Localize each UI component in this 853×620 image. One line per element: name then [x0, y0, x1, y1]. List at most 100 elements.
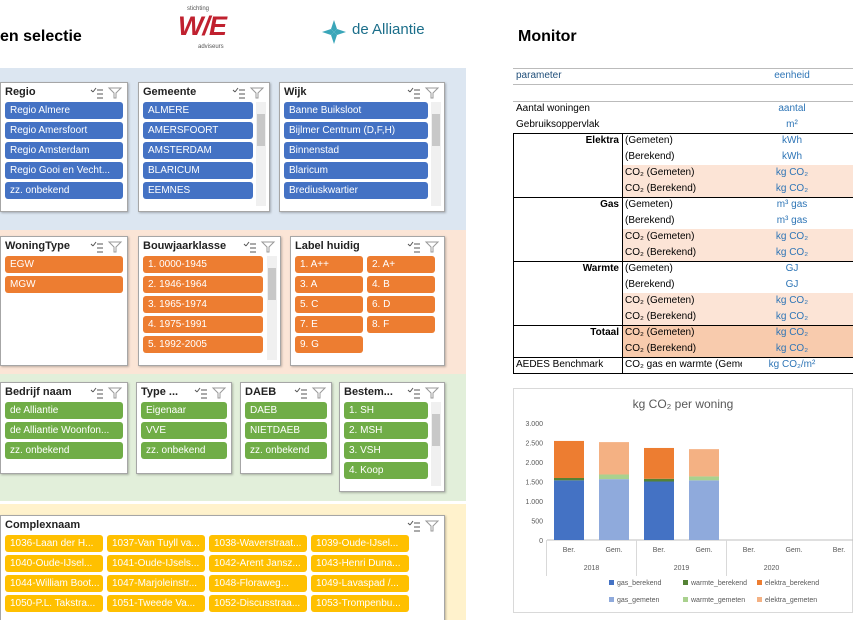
slicer-item[interactable]: 4. B — [367, 276, 435, 293]
slicer-item[interactable]: 1040-Oude-IJsel... — [5, 555, 103, 572]
slicer-item[interactable]: 1037-Van Tuyll va... — [107, 535, 205, 552]
row-shade — [622, 325, 853, 341]
slicer-item[interactable]: zz. onbekend — [141, 442, 227, 459]
slicer-item[interactable]: 7. E — [295, 316, 363, 333]
bar-segment — [689, 449, 719, 477]
slicer-item[interactable]: BLARICUM — [143, 162, 253, 179]
row-shade — [622, 309, 853, 325]
slicer-item[interactable]: 1. 0000-1945 — [143, 256, 263, 273]
slicer-item[interactable]: Bijlmer Centrum (D,F,H) — [284, 122, 428, 139]
slicer-item[interactable]: 9. G — [295, 336, 363, 353]
slicer-item[interactable]: 3. A — [295, 276, 363, 293]
scroll-thumb[interactable] — [432, 114, 440, 146]
slicer-icons — [406, 86, 440, 99]
slicer-item[interactable]: AMSTERDAM — [143, 142, 253, 159]
slicer-item[interactable]: Brediuskwartier — [284, 182, 428, 199]
slicer-item[interactable]: Regio Amersfoort — [5, 122, 123, 139]
slicer-icon-svg[interactable] — [231, 87, 265, 99]
slicer-icon-svg[interactable] — [406, 87, 440, 99]
slicer-icon-svg[interactable] — [406, 520, 440, 532]
slicer-item[interactable]: 1038-Waverstraat... — [209, 535, 307, 552]
slicer-icon-svg[interactable] — [406, 241, 440, 253]
bar-segment — [689, 480, 719, 540]
row-unit: m³ gas — [776, 199, 808, 210]
slicer-item[interactable]: Binnenstad — [284, 142, 428, 159]
slicer-item[interactable]: Regio Amsterdam — [5, 142, 123, 159]
x-tick-label: Gem. — [605, 547, 622, 554]
slicer-item[interactable]: 3. 1965-1974 — [143, 296, 263, 313]
slicer-item[interactable]: 1042-Arent Jansz... — [209, 555, 307, 572]
slicer-item[interactable]: 1049-Lavaspad /... — [311, 575, 409, 592]
slicer-title: Gemeente — [143, 86, 197, 98]
slicer-icons — [293, 386, 327, 399]
section-divider — [622, 133, 623, 197]
section-name: Totaal — [590, 327, 619, 338]
slicer-item[interactable]: Blaricum — [284, 162, 428, 179]
row-sub: CO₂ (Gemeten) — [625, 231, 695, 242]
slicer-icon-svg[interactable] — [242, 241, 276, 253]
slicer-item[interactable]: 1036-Laan der H... — [5, 535, 103, 552]
slicer-item[interactable]: 1039-Oude-IJsel... — [311, 535, 409, 552]
slicer-item[interactable]: 1041-Oude-IJsels... — [107, 555, 205, 572]
slicer-item[interactable]: 3. VSH — [344, 442, 428, 459]
slicer-icon-svg[interactable] — [193, 387, 227, 399]
slicer-item[interactable]: 2. A+ — [367, 256, 435, 273]
slicer-item[interactable]: 2. 1946-1964 — [143, 276, 263, 293]
scroll-thumb[interactable] — [432, 414, 440, 446]
slicer-item[interactable]: MGW — [5, 276, 123, 293]
slicer-item[interactable]: Regio Almere — [5, 102, 123, 119]
slicer-item[interactable]: 1050-P.L. Takstra... — [5, 595, 103, 612]
slicer-icons — [406, 386, 440, 399]
slicer-item[interactable]: 1052-Discusstraa... — [209, 595, 307, 612]
slicer-item[interactable]: Eigenaar — [141, 402, 227, 419]
slicer-icon-svg[interactable] — [293, 387, 327, 399]
slicer-item[interactable]: Regio Gooi en Vecht... — [5, 162, 123, 179]
slicer-item[interactable]: 8. F — [367, 316, 435, 333]
slicer-item[interactable]: 1. SH — [344, 402, 428, 419]
y-tick-label: 2.000 — [525, 460, 543, 467]
slicer-icons — [231, 86, 265, 99]
slicer-item[interactable]: Banne Buiksloot — [284, 102, 428, 119]
slicer-item[interactable]: 1053-Trompenbu... — [311, 595, 409, 612]
slicer-icon-svg[interactable] — [89, 241, 123, 253]
slicer-item[interactable]: EEMNES — [143, 182, 253, 199]
legend-label: elektra_gemeten — [765, 597, 817, 604]
scroll-thumb[interactable] — [257, 114, 265, 146]
slicer-item[interactable]: 4. Koop — [344, 462, 428, 479]
row-sub: (Gemeten) — [625, 199, 673, 210]
slicer-item[interactable]: 1043-Henri Duna... — [311, 555, 409, 572]
slicer-item[interactable]: 5. 1992-2005 — [143, 336, 263, 353]
slicer-item[interactable]: 1051-Tweede Va... — [107, 595, 205, 612]
slicer-item[interactable]: 1044-William Boot... — [5, 575, 103, 592]
slicer-item[interactable]: 1048-Floraweg... — [209, 575, 307, 592]
slicer-item[interactable]: AMERSFOORT — [143, 122, 253, 139]
slicer-item[interactable]: 4. 1975-1991 — [143, 316, 263, 333]
slicer-item[interactable]: zz. onbekend — [5, 182, 123, 199]
slicer-item[interactable]: 1047-Marjoleinstr... — [107, 575, 205, 592]
slicer-item[interactable]: NIETDAEB — [245, 422, 327, 439]
scroll-thumb[interactable] — [268, 268, 276, 300]
slicer-item[interactable]: 1. A++ — [295, 256, 363, 273]
slicer-item[interactable]: VVE — [141, 422, 227, 439]
row-unit: kg CO₂ — [775, 311, 809, 322]
slicer-icon-svg[interactable] — [406, 387, 440, 399]
slicer-item[interactable]: zz. onbekend — [5, 442, 123, 459]
row-unit: kg CO₂ — [775, 167, 809, 178]
slicer-item[interactable]: 6. D — [367, 296, 435, 313]
group-label: 2019 — [674, 565, 690, 572]
slicer-item[interactable]: ALMERE — [143, 102, 253, 119]
slicer-item[interactable]: de Alliantie Woonfon... — [5, 422, 123, 439]
slicer-item[interactable]: 5. C — [295, 296, 363, 313]
slicer-item[interactable]: EGW — [5, 256, 123, 273]
row-unit: kg CO₂ — [775, 247, 809, 258]
slicer-icons — [406, 240, 440, 253]
slicer-icon-svg[interactable] — [89, 87, 123, 99]
slicer-icon-svg[interactable] — [89, 387, 123, 399]
slicer-item[interactable]: zz. onbekend — [245, 442, 327, 459]
slicer-item[interactable]: DAEB — [245, 402, 327, 419]
slicer-item[interactable]: 2. MSH — [344, 422, 428, 439]
bar-segment — [599, 479, 629, 540]
row-unit: m³ gas — [776, 215, 808, 226]
slicer-item[interactable]: de Alliantie — [5, 402, 123, 419]
